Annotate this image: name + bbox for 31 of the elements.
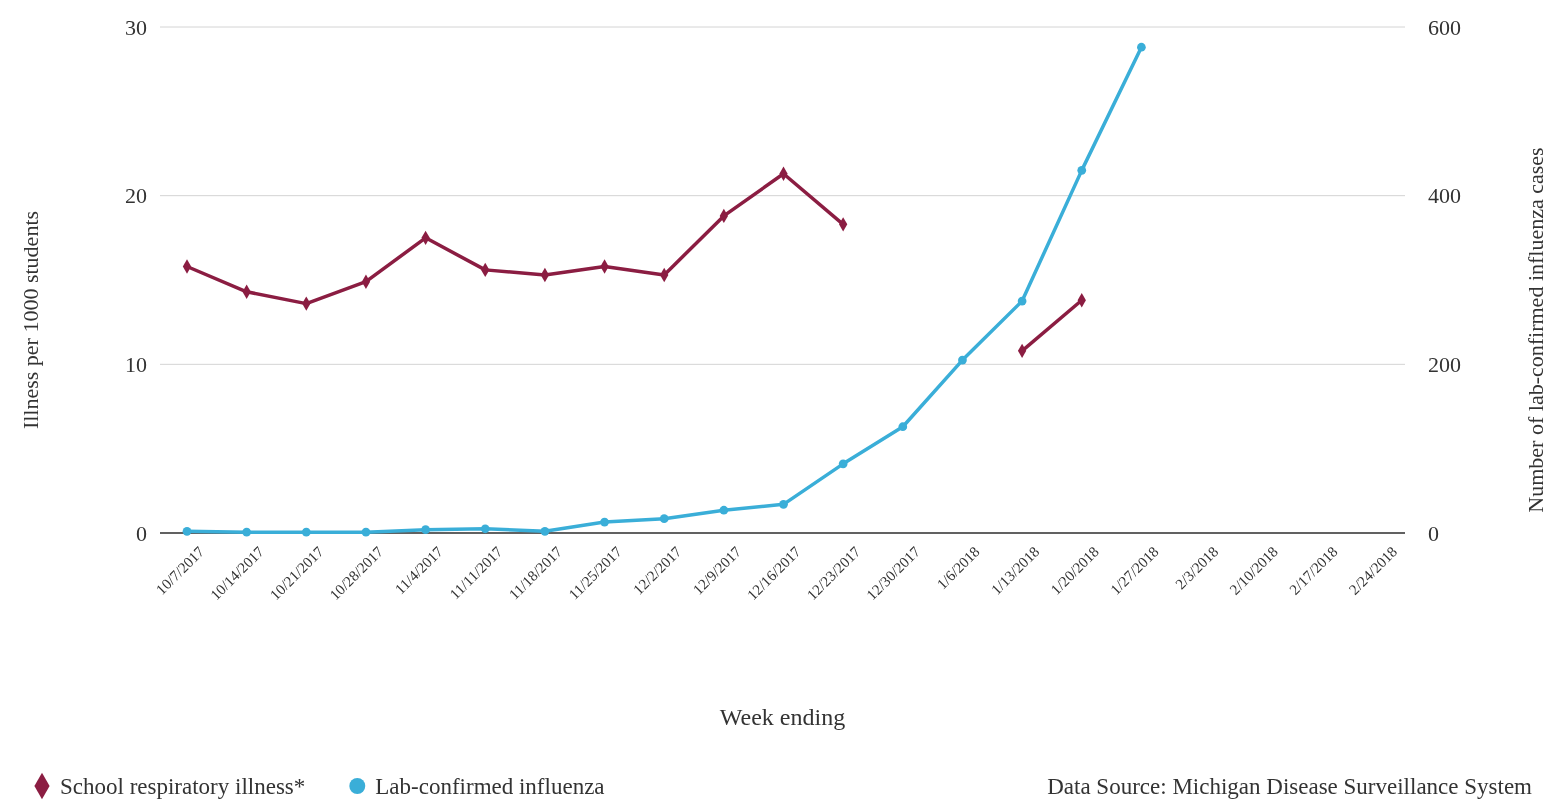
y-tick-label: 30: [125, 14, 147, 40]
point: [540, 526, 550, 536]
legend-label: School respiratory illness*: [60, 774, 306, 799]
point: [600, 517, 609, 527]
point: [1077, 166, 1087, 175]
y2-tick-label: 400: [1428, 183, 1461, 209]
x-axis-title: Week ending: [719, 704, 846, 730]
point: [719, 505, 729, 515]
y2-axis-title: Number of lab-confirmed influenza cases: [1523, 147, 1548, 513]
y-tick-label: 20: [125, 183, 147, 209]
point: [898, 422, 908, 432]
y-tick-label: 0: [136, 520, 147, 546]
y2-tick-label: 200: [1428, 351, 1461, 377]
point: [659, 514, 669, 524]
y2-tick-label: 0: [1428, 520, 1439, 546]
point: [779, 499, 788, 509]
point: [301, 527, 311, 537]
point: [421, 525, 430, 534]
point: [480, 524, 490, 534]
point: [182, 526, 192, 536]
source-note: Data Source: Michigan Disease Surveillance System: [1047, 774, 1533, 799]
point: [1137, 42, 1146, 52]
point: [958, 355, 967, 365]
point: [1017, 296, 1027, 306]
legend-label: Lab-confirmed influenza: [375, 774, 605, 799]
y-tick-label: 10: [125, 351, 147, 377]
y2-tick-label: 600: [1428, 14, 1461, 40]
y-axis-title: Illness per 1000 students: [18, 210, 43, 430]
point: [838, 459, 848, 469]
point: [361, 527, 371, 537]
point: [242, 527, 252, 537]
